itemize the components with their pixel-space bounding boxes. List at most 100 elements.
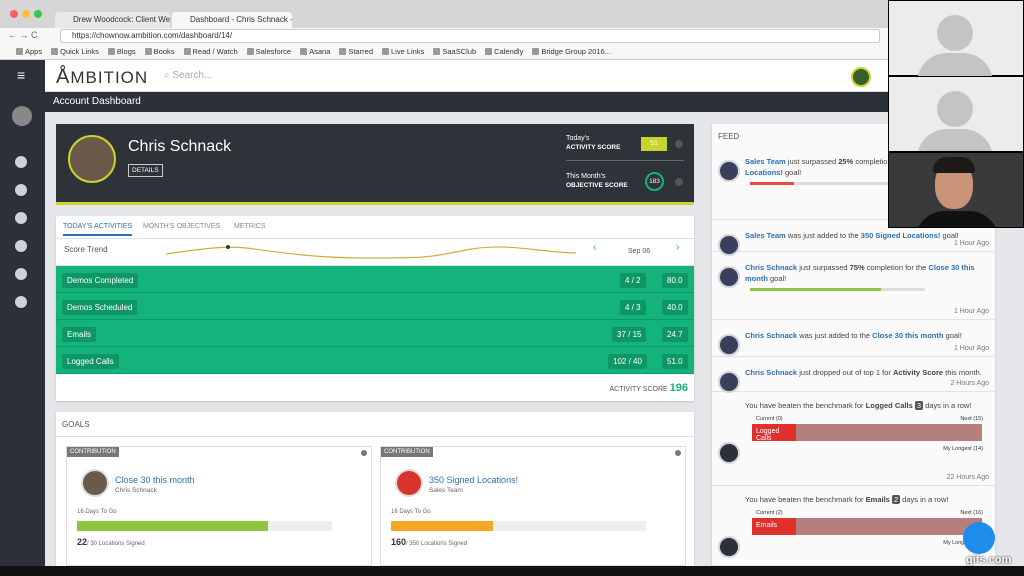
sidebar-icon[interactable] [15, 212, 27, 224]
feed-text-part: You have beaten the benchmark for [745, 495, 866, 504]
feed-text-part: goal! [940, 231, 959, 240]
feed-text-part: was just added to the [785, 231, 861, 240]
activity-tab[interactable]: Month's Objectives [143, 223, 221, 230]
goal-card: Contribution Close 30 this month Chris Sch… [66, 446, 372, 566]
feed-text: Sales Team was just added to the 350 Sig… [745, 230, 989, 241]
sidebar-icon[interactable] [15, 184, 27, 196]
feed-title: Feed [718, 132, 740, 141]
feed-text-part: just dropped out of top 1 for [797, 368, 894, 377]
browser-tab[interactable]: Drew Woodcock: Client Webi [55, 12, 170, 28]
search[interactable]: ⌕ Search... [164, 70, 213, 81]
feed-text-part: days in a row! [923, 401, 972, 410]
user-avatar[interactable] [851, 67, 871, 87]
goal-count-total: / 350 Locations Signed [406, 541, 468, 547]
zoom-button[interactable] [34, 10, 42, 18]
chat-button[interactable] [963, 522, 995, 554]
sidebar-icon[interactable] [12, 106, 32, 126]
goal-tag: Contribution [381, 447, 433, 457]
bookmark[interactable]: Apps [16, 47, 42, 59]
goal-name[interactable]: 350 Signed Locations! [429, 475, 519, 485]
feed-text-part: this month. [943, 368, 982, 377]
feed-text-part: Chris Schnack [745, 263, 798, 272]
next-button[interactable]: › [676, 242, 680, 253]
feed-text: Chris Schnack just dropped out of top 1 … [745, 367, 989, 378]
details-button[interactable]: DETAILS [128, 164, 163, 177]
webcam-tile [888, 0, 1024, 83]
search-placeholder: Search... [172, 70, 213, 81]
progress-track [391, 521, 646, 531]
bookmark[interactable]: SaaSClub [433, 47, 476, 59]
score-caption: This Month's Objective Score [566, 172, 628, 190]
menu-button[interactable]: ≡ [0, 60, 45, 92]
bookmark[interactable]: Starred [339, 47, 373, 59]
browser-tab[interactable]: Dashboard - Chris Schnack - [172, 12, 292, 28]
bench-track [752, 518, 982, 535]
goal-owner: Chris Schnack [115, 487, 157, 494]
feed-text: You have beaten the benchmark for Logged… [745, 400, 989, 411]
activity-row: Demos Completed 4 / 2 80.0 [56, 266, 694, 293]
goal-settings[interactable] [675, 450, 681, 456]
sidebar-icon[interactable] [15, 156, 27, 168]
url[interactable]: https://chownow.ambition.com/dashboard/1… [72, 31, 233, 40]
score-value: 51 [641, 137, 667, 151]
feed-time: 1 Hour Ago [953, 308, 989, 315]
feed-time: 1 Hour Ago [953, 345, 989, 352]
address-bar: ← → C https://chownow.ambition.com/dashb… [0, 28, 1024, 44]
bookmark[interactable]: Books [145, 47, 175, 59]
feed-text-part: goal! [767, 274, 787, 283]
activity-tab[interactable]: Today's Activities [63, 223, 133, 236]
feed-item: Sales Team was just added to the 350 Sig… [712, 220, 995, 256]
sidebar-icon[interactable] [15, 240, 27, 252]
info-icon[interactable] [675, 178, 683, 186]
feed-icon [718, 442, 740, 464]
close-button[interactable] [10, 10, 18, 18]
feed-text: Chris Schnack was just added to the Clos… [745, 330, 989, 341]
bench-current: Current (0) [756, 416, 783, 422]
info-icon[interactable] [675, 140, 683, 148]
score-label: Activity Score [609, 386, 668, 393]
score-line2: Activity Score [566, 144, 621, 151]
goal-avatar [81, 469, 109, 497]
activity-name: Logged Calls [62, 354, 119, 369]
bookmark[interactable]: Blogs [108, 47, 136, 59]
prev-button[interactable]: ‹ [593, 242, 597, 253]
bench-longest: My Longest (14) [943, 446, 983, 452]
bookmark[interactable]: Bridge Group 2016... [532, 47, 611, 59]
activity-points: 24.7 [662, 327, 688, 342]
activity-count: 102 / 40 [608, 354, 647, 369]
activity-tab[interactable]: Metrics [234, 223, 266, 230]
bookmark[interactable]: Read / Watch [184, 47, 238, 59]
feed-time: 1 Hour Ago [953, 240, 989, 247]
activity-name: Demos Scheduled [62, 300, 138, 315]
logo[interactable]: ÅMBITION [56, 66, 149, 88]
activity-name: Emails [62, 327, 97, 342]
sparkline [166, 245, 576, 259]
sidebar-icon[interactable] [15, 296, 27, 308]
goal-settings[interactable] [361, 450, 367, 456]
feed-text-part: completion for the [864, 263, 929, 272]
goal-days: 16 Days To Go [77, 509, 117, 515]
bookmark[interactable]: Asana [300, 47, 330, 59]
feed-text-part: Chris Schnack [745, 368, 798, 377]
activity-name: Demos Completed [62, 273, 139, 288]
bench-next: Next (15) [960, 416, 983, 422]
bookmark[interactable]: Live Links [382, 47, 424, 59]
minimize-button[interactable] [22, 10, 30, 18]
webcam-video [888, 152, 1024, 228]
feed-icon [718, 234, 740, 256]
activity-row: Logged Calls 102 / 40 51.0 [56, 347, 694, 374]
feed-text-part: 25% [838, 157, 854, 166]
bookmark[interactable]: Salesforce [247, 47, 291, 59]
bookmark[interactable]: Calendly [485, 47, 523, 59]
goal-name[interactable]: Close 30 this month [115, 475, 195, 485]
goals-title: Goals [62, 420, 90, 429]
nav-buttons[interactable]: ← → C [8, 30, 38, 40]
profile-name: Chris Schnack [128, 138, 232, 155]
page-title: Account Dashboard [53, 96, 141, 107]
sidebar-icon[interactable] [15, 268, 27, 280]
feed-text-part: goal! [943, 331, 962, 340]
bench-track [752, 424, 982, 441]
profile-card: Chris Schnack DETAILS Today's Activity Sc… [56, 124, 694, 205]
watermark: gifs.com [966, 554, 1012, 566]
bookmark[interactable]: Quick Links [51, 47, 99, 59]
